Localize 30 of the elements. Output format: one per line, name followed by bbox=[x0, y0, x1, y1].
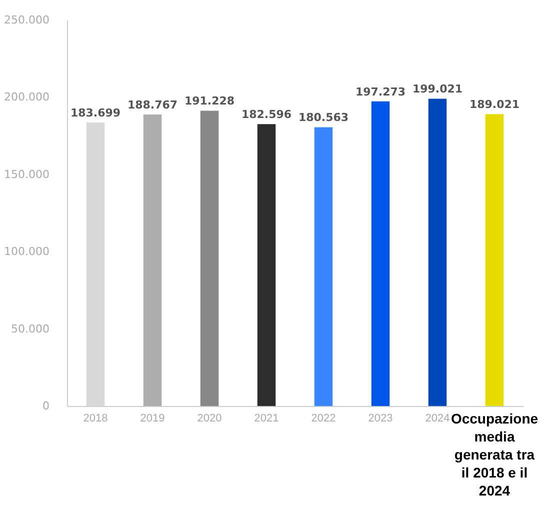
y-tick-label: 100.000 bbox=[4, 245, 50, 258]
bar bbox=[371, 101, 390, 406]
data-label: 189.021 bbox=[469, 98, 520, 112]
x-tick-label: 2022 bbox=[311, 412, 336, 424]
data-label: 197.273 bbox=[355, 85, 406, 98]
x-tick-label: 2020 bbox=[197, 412, 222, 424]
x-tick-label: 2021 bbox=[254, 412, 279, 424]
bar bbox=[143, 114, 162, 406]
y-tick-label: 150.000 bbox=[4, 168, 50, 181]
y-tick-label: 250.000 bbox=[4, 14, 50, 26]
data-label: 188.767 bbox=[127, 98, 178, 112]
data-label: 191.228 bbox=[184, 94, 235, 108]
data-label: 183.699 bbox=[70, 106, 121, 120]
data-label: 199.021 bbox=[412, 82, 463, 96]
x-tick-label: 2019 bbox=[140, 412, 165, 424]
data-label: 180.563 bbox=[298, 111, 349, 124]
bar bbox=[257, 124, 276, 406]
x-tick-label: 2023 bbox=[368, 412, 393, 424]
y-tick-label: 50.000 bbox=[11, 322, 50, 336]
x-tick-label: Occupazione media generata tra il 2018 e il 2024 bbox=[450, 410, 538, 498]
x-tick-label: 2018 bbox=[83, 412, 108, 424]
bar bbox=[86, 122, 105, 406]
bar bbox=[314, 127, 333, 406]
bar bbox=[485, 114, 504, 406]
y-tick-label: 200.000 bbox=[4, 90, 50, 104]
x-tick-label: 2024 bbox=[425, 412, 450, 424]
bar bbox=[428, 98, 447, 406]
data-label: 182.596 bbox=[241, 108, 292, 122]
bar bbox=[200, 110, 219, 406]
y-tick-label: 0 bbox=[42, 400, 50, 412]
